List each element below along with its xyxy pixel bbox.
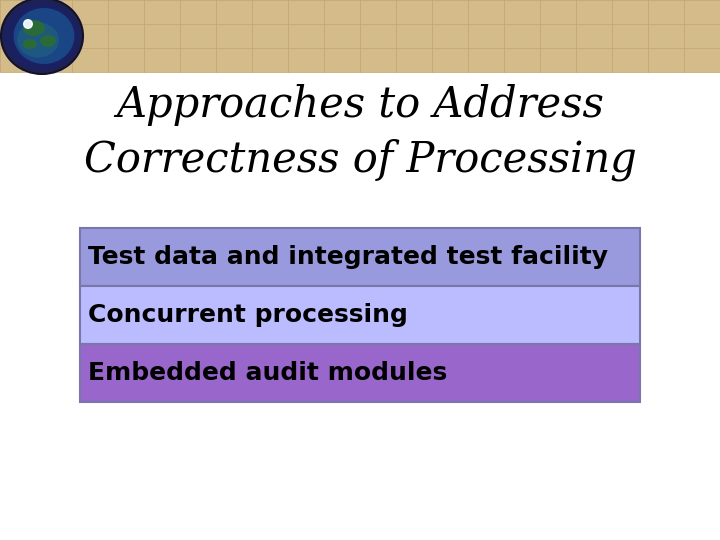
Ellipse shape bbox=[23, 39, 37, 49]
Text: Correctness of Processing: Correctness of Processing bbox=[84, 139, 636, 181]
Ellipse shape bbox=[23, 20, 45, 36]
Circle shape bbox=[23, 19, 33, 29]
Bar bbox=[80, 228, 640, 286]
Ellipse shape bbox=[14, 8, 74, 64]
Ellipse shape bbox=[1, 0, 83, 74]
Text: Approaches to Address: Approaches to Address bbox=[116, 84, 604, 126]
Bar bbox=[80, 286, 640, 344]
Text: Concurrent processing: Concurrent processing bbox=[88, 303, 408, 327]
Circle shape bbox=[25, 21, 31, 27]
Bar bbox=[0, 0, 720, 72]
Text: Embedded audit modules: Embedded audit modules bbox=[88, 361, 447, 385]
Ellipse shape bbox=[4, 1, 80, 71]
Ellipse shape bbox=[40, 35, 56, 47]
Text: Test data and integrated test facility: Test data and integrated test facility bbox=[88, 245, 608, 269]
Bar bbox=[80, 344, 640, 402]
Ellipse shape bbox=[17, 23, 59, 57]
